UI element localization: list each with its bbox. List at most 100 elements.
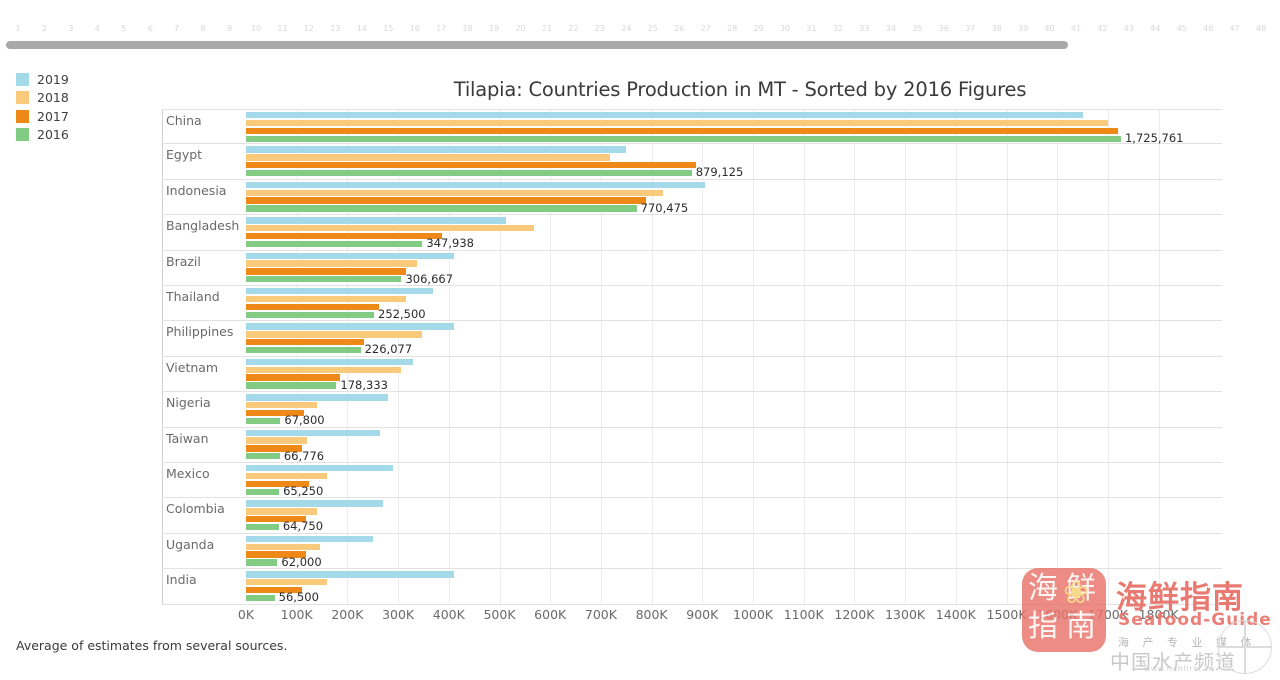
bar-2017-egypt[interactable]	[246, 162, 697, 169]
bar-2017-colombia[interactable]	[246, 516, 306, 523]
ruler-tick: 3	[68, 24, 74, 33]
gridline	[651, 109, 653, 605]
bar-2016-uganda[interactable]	[246, 559, 278, 566]
x-axis-tick-label: 500K	[483, 607, 516, 622]
bar-2017-china[interactable]	[246, 127, 1119, 135]
bar-2018-taiwan[interactable]	[246, 437, 307, 444]
chart-row: Nigeria 67,800	[162, 392, 1222, 428]
bar-2017-philippines[interactable]	[246, 339, 365, 346]
bar-2016-bangladesh[interactable]	[246, 240, 423, 248]
bar-2019-nigeria[interactable]	[246, 394, 388, 401]
bar-2016-thailand[interactable]	[246, 311, 375, 318]
legend-item-2016[interactable]: 2016	[16, 126, 126, 145]
bar-2018-india[interactable]	[246, 579, 328, 586]
bar-2019-indonesia[interactable]	[246, 181, 706, 189]
x-axis-tick-label: 300K	[382, 607, 415, 622]
gridline	[448, 109, 450, 605]
bar-2016-brazil[interactable]	[246, 276, 402, 283]
ruler-tick: 18	[462, 24, 473, 33]
ruler-tick: 40	[1044, 24, 1055, 33]
bar-2017-vietnam[interactable]	[246, 374, 341, 381]
gridline	[803, 109, 805, 605]
x-axis-tick-label: 1000K	[732, 607, 774, 622]
bar-2018-egypt[interactable]	[246, 154, 610, 161]
bar-2016-nigeria[interactable]	[246, 417, 281, 425]
ruler-tick: 38	[991, 24, 1002, 33]
category-label-philippines: Philippines	[166, 324, 234, 340]
watermark-url: www.fishfirst.cn	[1144, 665, 1216, 673]
bar-2018-indonesia[interactable]	[246, 189, 664, 197]
globe-icon	[1218, 620, 1272, 674]
legend-item-2017[interactable]: 2017	[16, 107, 126, 126]
x-axis-tick-label: 0K	[237, 607, 255, 622]
bar-2016-colombia[interactable]	[246, 523, 279, 531]
bar-2018-china[interactable]	[246, 119, 1108, 127]
bar-2019-mexico[interactable]	[246, 465, 394, 472]
bar-value-label: 1,725,761	[1124, 131, 1184, 145]
chart-row: Bangladesh 347,938	[162, 215, 1222, 251]
x-axis-tick-label: 800K	[635, 607, 668, 622]
bar-2017-brazil[interactable]	[246, 268, 406, 275]
bar-2018-colombia[interactable]	[246, 508, 318, 515]
bar-value-label: 66,776	[283, 448, 325, 463]
bar-2017-bangladesh[interactable]	[246, 232, 442, 240]
bar-group: 226,077	[246, 323, 1222, 356]
bar-2017-uganda[interactable]	[246, 551, 306, 558]
x-axis-tick-label: 200K	[331, 607, 364, 622]
ruler-tick: 12	[303, 24, 315, 33]
category-label-taiwan: Taiwan	[166, 430, 209, 446]
category-label-colombia: Colombia	[166, 501, 225, 517]
bar-2018-vietnam[interactable]	[246, 366, 401, 374]
x-axis-tick-label: 400K	[432, 607, 465, 622]
bar-2018-bangladesh[interactable]	[246, 225, 534, 232]
bar-2018-philippines[interactable]	[246, 331, 423, 338]
bar-2017-nigeria[interactable]	[246, 409, 305, 417]
bar-value-label: 67,800	[284, 413, 325, 428]
bar-2017-india[interactable]	[246, 586, 302, 594]
bar-2019-uganda[interactable]	[246, 535, 373, 543]
ruler-tick: 44	[1150, 24, 1161, 33]
chart-legend: 2019 2018 2017 2016	[16, 70, 126, 144]
ruler-tick: 6	[147, 24, 153, 33]
bar-group: 56,500	[246, 571, 1222, 604]
bar-2019-india[interactable]	[246, 571, 454, 578]
bar-value-label: 62,000	[281, 554, 322, 569]
bar-2016-india[interactable]	[246, 594, 275, 602]
chart-row: China 1,725,761	[162, 109, 1222, 145]
gridline	[702, 109, 704, 605]
legend-swatch-icon	[16, 91, 29, 105]
bar-2019-philippines[interactable]	[246, 323, 454, 330]
bar-2016-indonesia[interactable]	[246, 205, 637, 212]
legend-item-label: 2017	[37, 108, 69, 124]
legend-item-2018[interactable]: 2018	[16, 89, 126, 108]
bar-2017-thailand[interactable]	[246, 303, 379, 311]
ruler-tick: 33	[859, 24, 870, 33]
bar-2019-thailand[interactable]	[246, 288, 433, 295]
ruler-tick: 17	[436, 24, 447, 33]
bar-2017-mexico[interactable]	[246, 480, 310, 488]
x-axis-tick-label: 1600K	[1037, 607, 1078, 622]
bar-2017-indonesia[interactable]	[246, 197, 647, 204]
bar-2018-brazil[interactable]	[246, 260, 418, 267]
bar-2018-uganda[interactable]	[246, 543, 320, 551]
bar-2016-egypt[interactable]	[246, 169, 692, 177]
bar-2016-taiwan[interactable]	[246, 453, 280, 460]
bar-2019-vietnam[interactable]	[246, 358, 414, 366]
bar-2019-bangladesh[interactable]	[246, 217, 506, 224]
bar-2018-mexico[interactable]	[246, 472, 328, 480]
bar-2016-philippines[interactable]	[246, 346, 361, 354]
bar-2019-brazil[interactable]	[246, 252, 454, 260]
bar-2018-thailand[interactable]	[246, 295, 407, 303]
bar-2017-taiwan[interactable]	[246, 445, 302, 452]
horizontal-scrollbar-thumb[interactable]	[6, 41, 1068, 49]
bar-2019-colombia[interactable]	[246, 500, 383, 507]
bar-2019-egypt[interactable]	[246, 146, 627, 153]
bar-2019-china[interactable]	[246, 112, 1083, 119]
bar-2018-nigeria[interactable]	[246, 402, 317, 409]
bar-2016-mexico[interactable]	[246, 488, 280, 495]
bar-2019-taiwan[interactable]	[246, 429, 381, 437]
ruler-tick: 41	[1070, 24, 1082, 33]
bar-2016-china[interactable]	[246, 135, 1121, 142]
legend-item-2019[interactable]: 2019	[16, 70, 126, 89]
bar-2016-vietnam[interactable]	[246, 382, 337, 389]
